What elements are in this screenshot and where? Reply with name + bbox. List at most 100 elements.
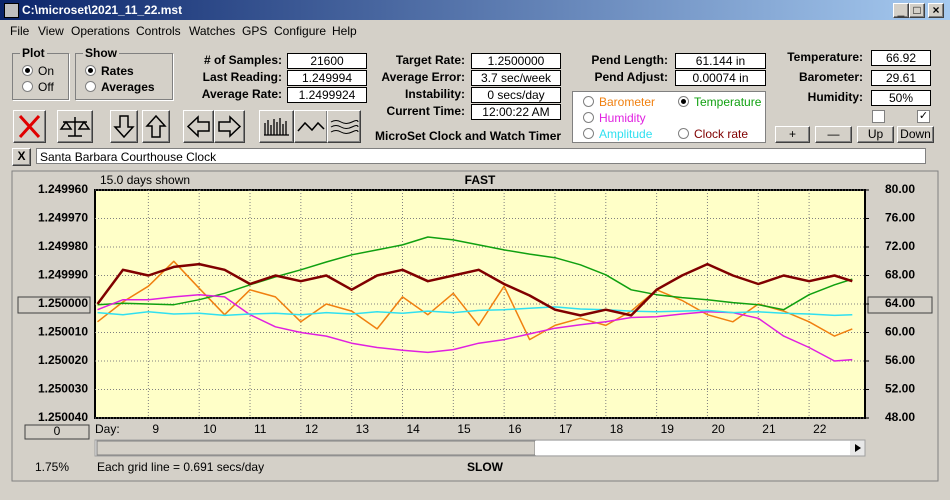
reference-button[interactable] <box>17 296 91 314</box>
y2-tick-label: 64.00 <box>885 296 915 310</box>
maximize-button[interactable]: □ <box>909 3 925 18</box>
field-label: Average Error: <box>381 70 465 84</box>
menu-item[interactable]: View <box>38 24 64 38</box>
scroll-button[interactable] <box>24 424 90 440</box>
scale-button[interactable]: Down <box>897 126 934 143</box>
days-shown: 15.0 days shown <box>100 173 190 187</box>
watch-close[interactable]: X <box>12 148 31 166</box>
menu-item[interactable]: Controls <box>136 24 181 38</box>
close-button[interactable]: × <box>928 3 944 18</box>
left-button[interactable] <box>183 110 214 143</box>
radio-option[interactable]: On <box>22 64 54 78</box>
field-value: 50% <box>871 90 931 106</box>
radio-option[interactable]: Rates <box>85 64 134 78</box>
field-value: 0.00074 in <box>675 70 766 86</box>
scroll-button-label[interactable]: 0 <box>54 424 61 438</box>
minimize-button[interactable]: _ <box>893 3 909 18</box>
menu-item[interactable]: Help <box>332 24 357 38</box>
group-title: Show <box>83 46 119 60</box>
menu-item[interactable]: Operations <box>71 24 130 38</box>
app-icon <box>4 3 19 18</box>
y2-tick-label: 60.00 <box>885 325 915 339</box>
legend-item[interactable]: Humidity <box>583 111 646 125</box>
bars-button[interactable] <box>259 110 294 143</box>
x-tick-label: 22 <box>813 422 827 436</box>
field-label: Target Rate: <box>395 53 465 67</box>
checkbox[interactable]: ✓ <box>917 110 930 123</box>
menu-item[interactable]: GPS <box>242 24 268 38</box>
x-tick-label: 10 <box>203 422 217 436</box>
field-value: 1.2500000 <box>471 53 561 69</box>
x-tick-label: 18 <box>610 422 624 436</box>
y2-tick-label: 68.00 <box>885 268 915 282</box>
reference-button[interactable] <box>867 296 933 314</box>
stop-button[interactable] <box>13 110 46 143</box>
fast-label: FAST <box>465 173 496 187</box>
series-line <box>97 306 853 317</box>
x-tick-label: 19 <box>661 422 675 436</box>
menu-item[interactable]: File <box>10 24 30 38</box>
scroll-thumb[interactable] <box>96 440 536 456</box>
legend-item[interactable]: Barometer <box>583 95 655 109</box>
radio-label: Rates <box>101 64 134 78</box>
radio <box>583 96 594 107</box>
field-value: 29.61 <box>871 70 931 86</box>
y2-tick-label: 80.00 <box>885 182 915 196</box>
grid-note: Each grid line = 0.691 secs/day <box>97 460 264 474</box>
down-button[interactable] <box>110 110 138 143</box>
menu-item[interactable]: Configure <box>274 24 327 38</box>
x-tick-label: 15 <box>457 422 471 436</box>
y2-tick-label: 72.00 <box>885 239 915 253</box>
legend-label: Clock rate <box>694 127 749 141</box>
field-label: # of Samples: <box>203 53 282 67</box>
field-value: 1.249994 <box>287 70 367 86</box>
series-line <box>96 262 853 317</box>
x-tick-label: 12 <box>305 422 319 436</box>
watch-name: Santa Barbara Courthouse Clock <box>40 150 217 164</box>
field-label: Humidity: <box>807 90 863 104</box>
checkbox[interactable] <box>872 110 885 123</box>
field-label: Instability: <box>404 87 465 101</box>
multi-line-button[interactable] <box>327 110 361 143</box>
legend-item[interactable]: Temperature <box>678 95 761 109</box>
scale-button[interactable]: Up <box>857 126 894 143</box>
field-label: Pend Length: <box>591 53 668 67</box>
field-value: 21600 <box>287 53 367 69</box>
scroll-track <box>535 441 850 455</box>
y-tick-label: 1.250020 <box>38 353 88 367</box>
field-label: Current Time: <box>386 104 465 118</box>
balance-button[interactable] <box>57 110 93 143</box>
scale-button[interactable]: — <box>815 126 852 143</box>
slow-label: SLOW <box>467 460 504 474</box>
show-group <box>75 53 173 100</box>
legend-label: Humidity <box>599 111 646 125</box>
watch-name-field[interactable]: Santa Barbara Courthouse Clock <box>36 148 926 164</box>
field-value: 61.144 in <box>675 53 766 69</box>
y2-tick-label: 76.00 <box>885 211 915 225</box>
y-tick-label: 1.250040 <box>38 410 88 424</box>
radio-label: Averages <box>101 80 155 94</box>
field-value: 12:00:22 AM <box>471 104 561 120</box>
x-tick-label: 13 <box>356 422 370 436</box>
radio-option[interactable]: Averages <box>85 80 155 94</box>
menu-item[interactable]: Watches <box>189 24 236 38</box>
line-button[interactable] <box>294 110 328 143</box>
y2-tick-label: 52.00 <box>885 382 915 396</box>
scale-button[interactable]: + <box>775 126 810 143</box>
field-value: 3.7 sec/week <box>471 70 561 86</box>
series-selector <box>572 91 766 143</box>
x-tick-label: 20 <box>711 422 725 436</box>
right-button[interactable] <box>214 110 245 143</box>
legend-item[interactable]: Amplitude <box>583 127 652 141</box>
legend-item[interactable]: Clock rate <box>678 127 748 141</box>
caption: MicroSet Clock and Watch Timer <box>375 129 562 143</box>
scroll-arrow[interactable] <box>855 444 861 452</box>
up-button[interactable] <box>142 110 170 143</box>
radio-option[interactable]: Off <box>22 80 54 94</box>
legend-label: Amplitude <box>599 127 653 141</box>
field-value: 66.92 <box>871 50 931 66</box>
x-tick-label: 14 <box>406 422 420 436</box>
percent-label: 1.75% <box>35 460 69 474</box>
